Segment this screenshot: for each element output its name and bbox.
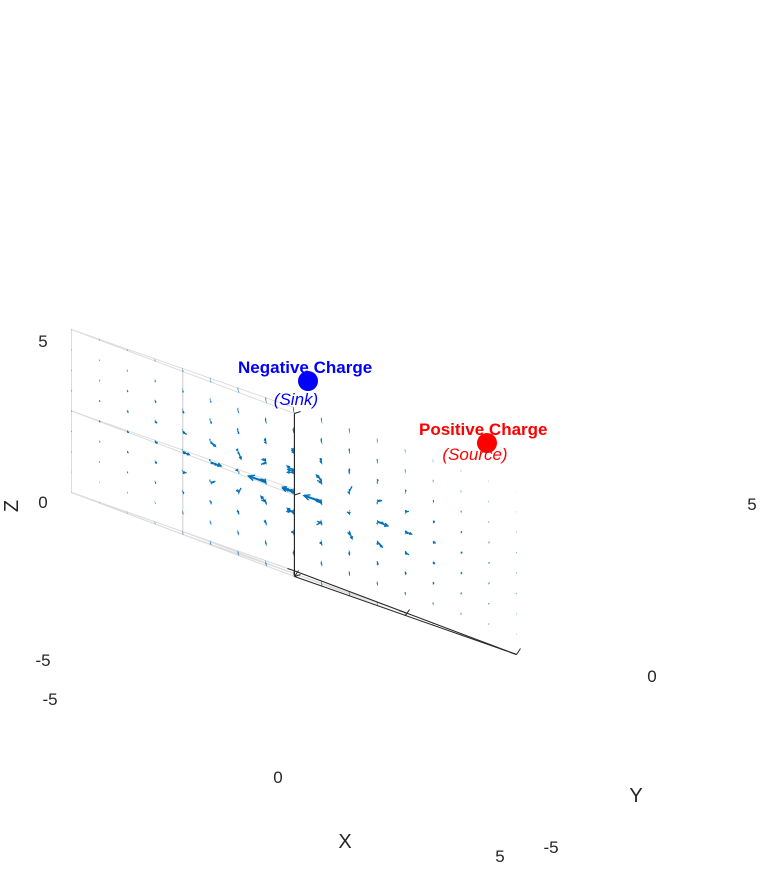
field-arrow-shaft xyxy=(349,450,350,451)
field-arrow-shaft xyxy=(461,593,462,594)
y-tick-label: 5 xyxy=(747,495,756,514)
field-arrow xyxy=(461,572,462,573)
field-arrow xyxy=(211,481,216,482)
charge-role-label: (Sink) xyxy=(274,390,318,409)
field-arrow xyxy=(347,492,349,493)
charge-name-label: Positive Charge xyxy=(419,420,548,439)
field-arrow-shaft xyxy=(239,488,242,493)
field-arrow-shaft xyxy=(405,551,407,552)
z-tick-mark xyxy=(295,493,301,495)
field-arrow xyxy=(239,452,242,459)
field-arrow-shaft xyxy=(211,481,216,482)
field-arrow xyxy=(433,542,435,543)
y-tick-label: -5 xyxy=(543,838,558,857)
field-arrow-shaft xyxy=(433,542,435,543)
positive-charge: Positive Charge (Source) xyxy=(419,420,548,464)
z-axis-label: Z xyxy=(1,500,23,512)
field-arrow xyxy=(433,582,434,583)
field-arrow-shaft xyxy=(405,531,407,532)
field-arrow xyxy=(405,551,407,552)
field-arrow xyxy=(461,552,463,553)
x-tick-mark xyxy=(517,649,521,655)
field-arrow-shaft xyxy=(211,421,212,423)
field-arrow-shaft xyxy=(461,552,463,553)
field-arrow-shaft xyxy=(433,582,434,583)
field-arrow xyxy=(239,488,242,493)
field-arrow xyxy=(405,572,406,573)
field-arrow-shaft xyxy=(155,421,156,422)
charge-role-label: (Source) xyxy=(442,445,507,464)
y-tick-mark xyxy=(511,653,517,655)
field-arrow xyxy=(405,531,407,532)
field-arrow xyxy=(155,421,156,422)
field-arrow xyxy=(377,541,378,542)
negative-charge: Negative Charge (Sink) xyxy=(238,358,372,409)
field-arrow xyxy=(377,562,378,564)
field-arrow xyxy=(155,401,156,402)
field-arrow-shaft xyxy=(183,411,184,412)
z-tick-label: 5 xyxy=(38,332,47,351)
y-tick-mark xyxy=(399,611,405,613)
x-tick-label: -5 xyxy=(42,690,57,709)
field-arrow-shaft xyxy=(238,431,239,432)
z-tick-label: 0 xyxy=(38,493,47,512)
field-arrow-shaft xyxy=(377,541,378,542)
field-arrow xyxy=(127,411,128,412)
field-arrow-shaft xyxy=(405,572,406,573)
field-arrow xyxy=(350,532,353,539)
x-axis-label: X xyxy=(338,831,351,853)
z-tick-label: -5 xyxy=(35,651,50,670)
field-arrow xyxy=(347,512,350,513)
field-arrow xyxy=(349,450,350,451)
field-arrow-shaft xyxy=(377,562,378,564)
field-arrow-shaft xyxy=(127,411,128,412)
field-arrow-shaft xyxy=(320,542,321,543)
field-arrow xyxy=(238,431,239,432)
field-arrow-shaft xyxy=(461,572,462,573)
field-arrow xyxy=(461,593,462,594)
y-axis-label: Y xyxy=(629,785,642,807)
field-arrow-shaft xyxy=(347,512,350,513)
field-arrow xyxy=(320,542,321,543)
x-tick-label: 0 xyxy=(273,768,282,787)
y-tick-label: 0 xyxy=(647,667,656,686)
field-arrow xyxy=(211,442,216,447)
field-arrow-shaft xyxy=(347,492,349,493)
field-arrow xyxy=(183,411,184,412)
axes: -5 0 5 X -5 0 5 Y -5 0 5 Z xyxy=(1,332,757,866)
x-tick-label: 5 xyxy=(495,847,504,866)
z-tick-mark xyxy=(295,412,301,414)
field-arrow-shaft xyxy=(155,401,156,402)
charges: Positive Charge (Source) Negative Charge (S… xyxy=(238,358,548,464)
field-arrow xyxy=(211,421,212,423)
y-tick-mark xyxy=(288,569,294,571)
charge-name-label: Negative Charge xyxy=(238,358,372,377)
